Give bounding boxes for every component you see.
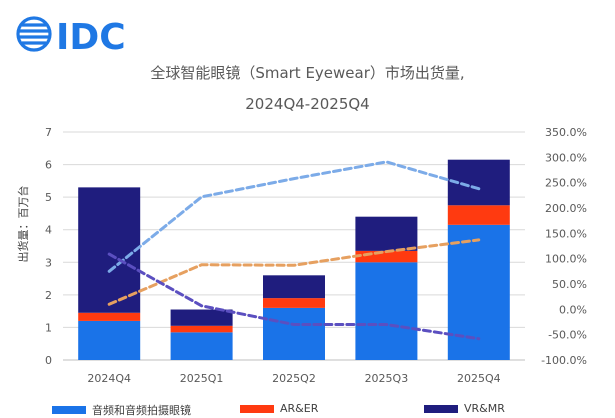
y-tick-label: 5: [45, 191, 52, 204]
bar-0: [78, 320, 141, 360]
x-tick-label: 2025Q4: [457, 372, 501, 385]
legend-item-audio: 音频和音频拍摄眼镜: [52, 402, 191, 418]
bar-1: [355, 250, 418, 263]
bar-2: [447, 159, 510, 206]
y-tick-label: 0: [45, 354, 52, 367]
x-tick-label: 2025Q1: [180, 372, 224, 385]
legend-item-vr: VR&MR: [424, 402, 505, 415]
growth-line-1: [107, 238, 481, 306]
bar-2: [78, 187, 141, 313]
globe-icon: [16, 16, 52, 52]
y-tick-label: 2: [45, 289, 52, 302]
y-tick-label: 3: [45, 256, 52, 269]
bar-2: [355, 216, 418, 251]
y2-tick-label: 250.0%: [545, 177, 587, 190]
bar-0: [170, 332, 233, 360]
bar-1: [170, 325, 233, 333]
x-tick-label: 2025Q2: [272, 372, 316, 385]
globe-lines: [19, 23, 49, 45]
legend-label-ar: AR&ER: [280, 402, 319, 415]
bar-1: [447, 205, 510, 225]
y2-tick-label: 0.0%: [559, 303, 587, 316]
legend-label-audio: 音频和音频拍摄眼镜: [92, 404, 191, 417]
bar-2: [170, 309, 233, 326]
y-tick-label: 7: [45, 126, 52, 139]
y2-tick-label: 200.0%: [545, 202, 587, 215]
y2-tick-label: 300.0%: [545, 151, 587, 164]
growth-line-0: [107, 160, 481, 273]
legend-label-vr: VR&MR: [464, 402, 505, 415]
y2-tick-label: 100.0%: [545, 253, 587, 266]
bar-2: [263, 275, 325, 299]
x-tick-label: 2025Q3: [365, 372, 409, 385]
bar-1: [78, 312, 141, 321]
legend-item-ar: AR&ER: [240, 402, 318, 415]
y2-tick-label: -100.0%: [541, 354, 587, 367]
y2-tick-label: -50.0%: [548, 329, 587, 342]
y2-tick-label: 150.0%: [545, 227, 587, 240]
y-tick-label: 4: [45, 224, 52, 237]
y2-tick-label: 50.0%: [552, 278, 587, 291]
logo-text: IDC: [56, 17, 126, 57]
y-tick-label: 6: [45, 159, 52, 172]
bar-1: [263, 298, 325, 308]
legend-swatch-vr: [424, 404, 458, 413]
idc-logo: IDC: [16, 16, 126, 57]
y2-tick-label: 350.0%: [545, 126, 587, 139]
bar-0: [263, 307, 325, 360]
chart-subtitle: 2024Q4-2025Q4: [245, 95, 370, 113]
legend-swatch-audio: [52, 406, 86, 414]
y-tick-label: 1: [45, 321, 52, 334]
growth-line-2: [107, 252, 481, 341]
bar-0: [447, 224, 510, 360]
bar-0: [355, 262, 418, 360]
chart-title: 全球智能眼镜（Smart Eyewear）市场出货量,: [150, 64, 465, 82]
x-tick-label: 2024Q4: [87, 372, 131, 385]
y-axis-label: 出货量：百万台: [17, 185, 30, 263]
legend-swatch-ar: [240, 404, 274, 413]
